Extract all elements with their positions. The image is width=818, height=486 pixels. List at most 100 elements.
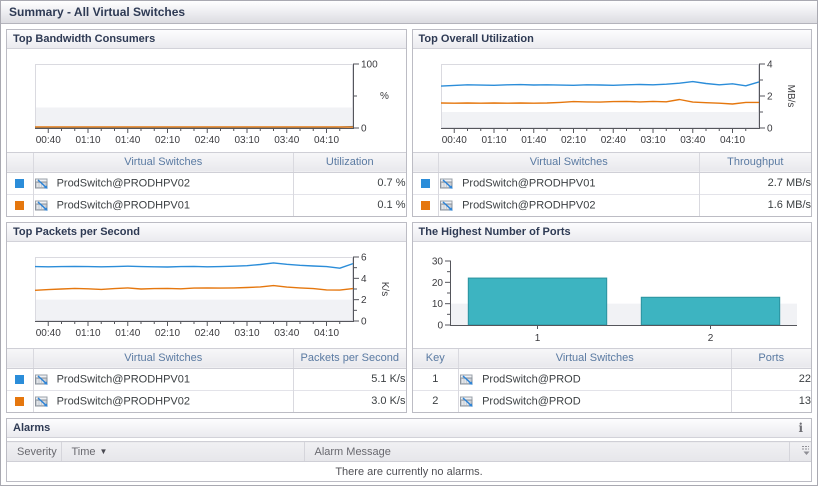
svg-text:00:40: 00:40 xyxy=(441,135,466,146)
svg-text:03:10: 03:10 xyxy=(234,328,259,339)
series-marker xyxy=(15,396,25,406)
ports-column-header: Ports xyxy=(730,347,811,369)
severity-column-header[interactable]: Severity xyxy=(7,441,61,462)
info-icon[interactable]: i xyxy=(798,421,803,435)
svg-text:0: 0 xyxy=(361,124,367,135)
svg-text:0: 0 xyxy=(437,321,443,332)
packets-value: 3.0 K/s xyxy=(293,389,406,412)
packets-line-chart: 00:40 01:10 01:40 02:10 02:40 03:10 03:40 04:10… xyxy=(34,253,390,339)
utilization-line-chart: 00:40 01:10 01:40 02:10 02:40 03:10 03:40 04:10… xyxy=(440,60,796,146)
panel-highest-number-of-ports: The Highest Number of Ports 1 2 0 10 20 30 Ke… xyxy=(411,222,812,413)
svg-text:20: 20 xyxy=(431,278,443,289)
virtual-switches-column-header: Virtual Switches xyxy=(458,347,731,369)
svg-text:2: 2 xyxy=(361,295,367,306)
key-column-header: Key xyxy=(412,347,459,369)
svg-text:03:10: 03:10 xyxy=(234,135,259,146)
time-column-header[interactable]: Time ▼ xyxy=(60,441,304,462)
switch-name: ProdSwitch@PRODHPV02 xyxy=(56,176,190,189)
virtual-switch-icon xyxy=(440,200,453,211)
legend-column-header xyxy=(7,347,33,369)
packets-chart-area: 00:40 01:10 01:40 02:10 02:40 03:10 03:40 04:10… xyxy=(7,242,406,339)
svg-text:%: % xyxy=(380,91,389,102)
table-row[interactable]: ProdSwitch@PRODHPV01 0.1 % xyxy=(7,193,406,216)
series-marker xyxy=(420,200,430,210)
svg-text:00:40: 00:40 xyxy=(36,328,61,339)
table-row[interactable]: 2 ProdSwitch@PROD 13 xyxy=(412,389,811,412)
panel-title: Top Bandwidth Consumers xyxy=(7,30,406,49)
virtual-switch-icon xyxy=(460,374,473,385)
panel-title: The Highest Number of Ports xyxy=(412,223,811,242)
svg-text:30: 30 xyxy=(431,257,443,268)
legend-column-header xyxy=(412,151,439,173)
table-row[interactable]: ProdSwitch@PRODHPV01 5.1 K/s xyxy=(7,368,406,390)
table-row[interactable]: ProdSwitch@PRODHPV01 2.7 MB/s xyxy=(413,172,811,194)
svg-text:03:40: 03:40 xyxy=(274,135,299,146)
virtual-switch-icon xyxy=(34,374,48,385)
svg-text:1: 1 xyxy=(534,333,540,343)
svg-text:01:10: 01:10 xyxy=(75,328,100,339)
panel-alarms: Alarms i Severity Time ▼ Alarm Message xyxy=(6,418,812,482)
svg-text:01:40: 01:40 xyxy=(115,328,140,339)
packets-value: 5.1 K/s xyxy=(293,368,406,390)
utilization-value: 0.1 % xyxy=(293,193,406,216)
switch-name: ProdSwitch@PROD xyxy=(482,372,581,385)
alarm-message-column-header[interactable]: Alarm Message xyxy=(303,441,789,462)
table-row[interactable]: ProdSwitch@PRODHPV02 3.0 K/s xyxy=(7,389,406,412)
throughput-value: 2.7 MB/s xyxy=(698,172,811,194)
ports-table: Key Virtual Switches Ports 1 ProdSwitch@… xyxy=(412,347,811,412)
empty-alarms-row: There are currently no alarms. xyxy=(7,461,811,481)
svg-text:02:10: 02:10 xyxy=(560,135,585,146)
virtual-switches-column-header: Virtual Switches xyxy=(32,347,294,369)
svg-text:03:40: 03:40 xyxy=(274,328,299,339)
switch-name: ProdSwitch@PROD xyxy=(482,395,581,408)
utilization-value: 0.7 % xyxy=(293,172,406,194)
switch-name: ProdSwitch@PRODHPV02 xyxy=(462,199,596,212)
svg-text:K/s: K/s xyxy=(379,282,390,296)
svg-text:04:10: 04:10 xyxy=(314,328,339,339)
svg-text:10: 10 xyxy=(431,299,443,310)
switch-name: ProdSwitch@PRODHPV02 xyxy=(56,395,190,408)
virtual-switch-icon xyxy=(34,200,48,211)
table-row[interactable]: ProdSwitch@PRODHPV02 1.6 MB/s xyxy=(412,193,811,216)
bandwidth-chart-area: 00:40 01:10 01:40 02:10 02:40 03:10 03:40 04:10… xyxy=(7,49,406,146)
table-row[interactable]: 1 ProdSwitch@PROD 22 xyxy=(413,368,811,390)
series-marker xyxy=(15,178,25,188)
svg-text:04:10: 04:10 xyxy=(719,135,744,146)
legend-column-header xyxy=(7,151,33,173)
alarms-title: Alarms xyxy=(13,422,51,434)
column-customizer-cell xyxy=(788,441,812,462)
packets-table: Virtual Switches Packets per Second Prod… xyxy=(7,347,406,412)
virtual-switches-column-header: Virtual Switches xyxy=(438,151,699,173)
no-alarms-message: There are currently no alarms. xyxy=(7,461,811,481)
panel-top-packets-per-second: Top Packets per Second 00:40 01:10 01:40 02… xyxy=(6,222,407,413)
table-row[interactable]: ProdSwitch@PRODHPV02 0.7 % xyxy=(7,172,406,194)
svg-text:04:10: 04:10 xyxy=(314,135,339,146)
virtual-switch-icon xyxy=(440,178,453,189)
column-customizer-icon[interactable] xyxy=(800,444,812,456)
utilization-chart-area: 00:40 01:10 01:40 02:10 02:40 03:10 03:40 04:10… xyxy=(413,49,812,146)
switch-name: ProdSwitch@PRODHPV01 xyxy=(56,199,190,212)
utilization-column-header: Utilization xyxy=(293,151,406,173)
svg-text:4: 4 xyxy=(767,60,773,71)
panel-top-bandwidth-consumers: Top Bandwidth Consumers 00:40 01:10 01:40 0… xyxy=(6,29,407,217)
throughput-column-header: Throughput xyxy=(698,151,811,173)
virtual-switches-column-header: Virtual Switches xyxy=(32,151,294,173)
sort-descending-icon: ▼ xyxy=(99,446,108,456)
ports-chart-area: 1 2 0 10 20 30 xyxy=(413,242,812,343)
svg-text:01:10: 01:10 xyxy=(75,135,100,146)
svg-text:02:10: 02:10 xyxy=(155,328,180,339)
alarms-table: Severity Time ▼ Alarm Message There are c… xyxy=(7,441,812,481)
switch-name: ProdSwitch@PRODHPV01 xyxy=(56,372,190,385)
svg-text:02:40: 02:40 xyxy=(600,135,625,146)
key-value: 2 xyxy=(412,389,459,412)
bandwidth-table: Virtual Switches Utilization ProdSwitch@… xyxy=(7,151,406,216)
packets-column-header: Packets per Second xyxy=(293,347,406,369)
svg-text:00:40: 00:40 xyxy=(36,135,61,146)
svg-text:2: 2 xyxy=(767,92,773,103)
throughput-value: 1.6 MB/s xyxy=(698,193,811,216)
svg-text:01:40: 01:40 xyxy=(115,135,140,146)
panel-top-overall-utilization: Top Overall Utilization 00:40 01:10 01:40 0… xyxy=(411,29,812,217)
svg-text:02:40: 02:40 xyxy=(195,135,220,146)
ports-value: 13 xyxy=(730,389,811,412)
